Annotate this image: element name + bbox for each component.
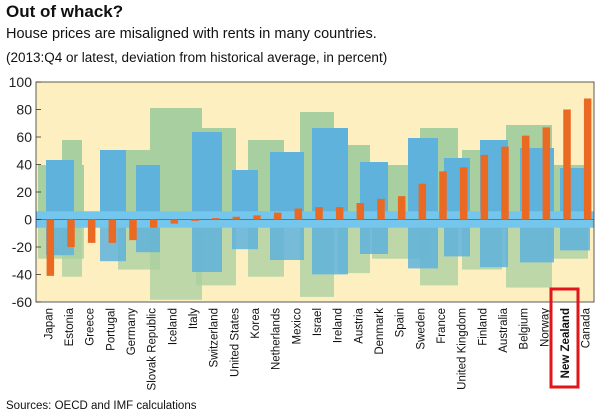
source-note: Sources: OECD and IMF calculations [6,400,197,412]
bar [253,215,261,220]
bar [356,203,365,220]
x-axis-labels: Japan Estonia Greece Portugal Germany Slovak … [43,307,592,390]
x-tick-label: Mexico [291,308,303,344]
chart-subtitle: House prices are misaligned with rents i… [6,26,377,42]
x-tick-label: Portugal [105,308,117,351]
bar [191,219,199,221]
bar [439,171,447,220]
bar [521,135,530,220]
x-tick-label: Belgium [519,308,531,350]
y-tick-label: 60 [16,129,32,145]
y-tick-label: 20 [16,184,32,200]
plot-frame [35,81,595,303]
x-tick-label: France [436,308,448,344]
x-tick-label: Austria [353,307,365,343]
bar [108,219,117,243]
bar [294,208,303,220]
y-axis: -60 -40 -20 0 20 40 60 80 100 [9,74,594,310]
chart-note: (2013:Q4 or latest, deviation from histo… [6,50,388,65]
bar [397,196,406,220]
y-tick-label: 100 [9,74,33,90]
x-tick-label: Ireland [333,308,345,343]
bar [563,109,571,220]
skyline-reflection [312,219,348,275]
y-tick-label: -60 [12,294,32,310]
bar [480,154,489,220]
bar [315,207,323,220]
skyline-building [136,165,160,220]
y-tick-label: -20 [12,239,32,255]
bar [149,219,158,228]
x-tick-label: New Zealand [560,308,572,378]
y-tick-label: -40 [12,267,32,283]
x-tick-label: Estonia [64,307,76,346]
x-tick-label: Iceland [167,308,179,345]
x-tick-label: Norway [539,308,551,347]
bar [129,219,137,241]
x-tick-label: Germany [126,308,138,356]
skyline-building [100,150,126,220]
x-tick-label: Australia [498,307,510,352]
x-tick-label: Netherlands [271,308,283,370]
bar [211,218,220,220]
bar [335,207,344,220]
skyline-reflection [192,219,222,272]
bar [232,216,241,220]
highlight-box [549,287,580,389]
x-tick-label: Finland [477,308,489,346]
bar [273,212,282,220]
x-tick-label: United States [229,308,241,377]
x-tick-label: Sweden [415,308,427,350]
x-tick-label: Slovak Republic [147,308,159,391]
bar [542,127,551,220]
y-tick-label: 40 [16,157,32,173]
bar [87,219,96,243]
x-tick-label: Denmark [374,308,386,355]
x-tick-label: Greece [85,308,97,346]
skyline-building [312,128,348,220]
skyline-building [270,152,304,220]
x-tick-label: Canada [581,307,593,348]
bar [377,198,385,220]
bar [501,146,509,220]
x-tick-label: Japan [43,308,55,339]
bar [67,219,75,247]
x-tick-label: Italy [188,308,200,329]
bar [459,167,468,220]
y-tick-label: 0 [24,212,32,228]
x-tick-label: Korea [250,307,262,338]
y-tick-label: 80 [16,102,32,118]
bar [583,98,592,220]
bar [170,219,179,224]
bar [46,219,55,276]
skyline-building [192,132,222,220]
x-tick-label: Switzerland [209,308,221,367]
skyline-building [46,160,74,220]
x-tick-label: Spain [395,308,407,337]
x-tick-label: Israel [312,308,324,336]
bar [418,183,427,220]
x-tick-label: United Kingdom [457,308,469,390]
chart-title: Out of whack? [6,2,124,21]
bars [46,98,592,276]
